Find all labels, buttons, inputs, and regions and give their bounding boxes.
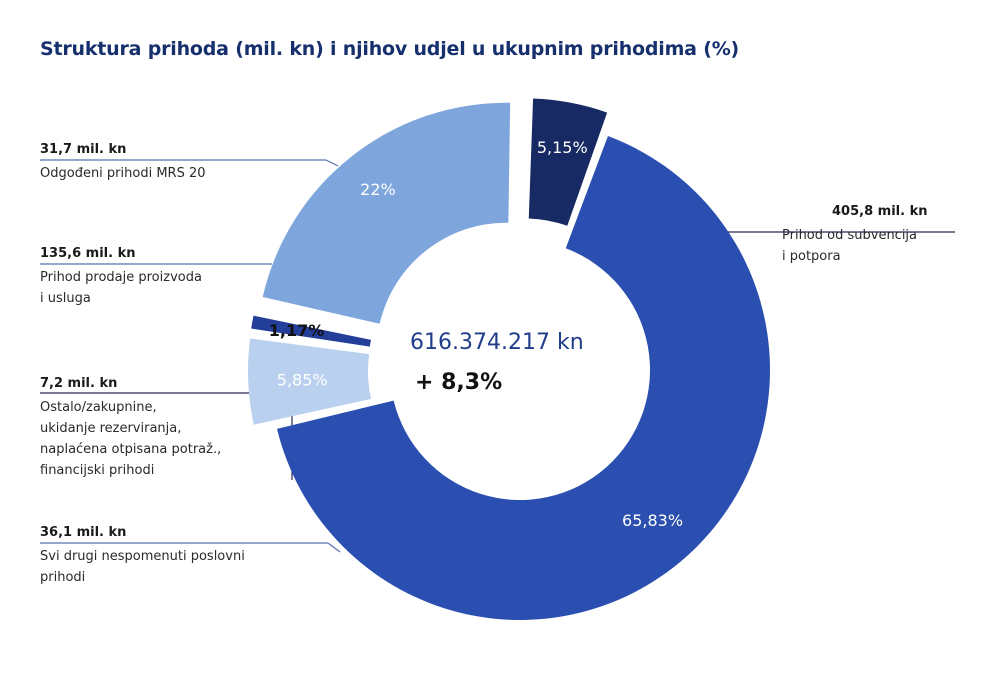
slice-label-0: 65,83%	[622, 511, 683, 530]
label-misc-value: 36,1 mil. kn	[40, 525, 127, 540]
label-deferred-desc: Odgođeni prihodi MRS 20	[40, 166, 206, 181]
label-subsidies: 405,8 mil. kn Prihod od subvencija i pot…	[782, 204, 927, 267]
label-sales: 135,6 mil. kn Prihod prodaje proizvoda i…	[40, 246, 202, 309]
slice-3	[262, 102, 511, 324]
slice-0	[277, 135, 770, 621]
connector-deferred-tick	[325, 159, 339, 167]
slice-label-1: 5,85%	[277, 370, 328, 389]
label-sales-desc: Prihod prodaje proizvoda i usluga	[40, 270, 202, 306]
slice-label-2: 1,17%	[269, 321, 325, 340]
label-misc: 36,1 mil. kn Svi drugi nespomenuti poslo…	[40, 525, 245, 588]
label-other-value: 7,2 mil. kn	[40, 376, 118, 391]
label-sales-value: 135,6 mil. kn	[40, 246, 136, 261]
label-misc-desc: Svi drugi nespomenuti poslovni prihodi	[40, 549, 245, 585]
center-change: + 8,3%	[415, 370, 503, 395]
center-total: 616.374.217 kn	[410, 330, 584, 355]
connector-misc-tick	[327, 542, 341, 553]
slice-label-3: 22%	[360, 180, 396, 199]
label-subsidies-desc: Prihod od subvencija i potpora	[782, 228, 918, 264]
slice-4	[528, 98, 608, 226]
label-deferred: 31,7 mil. kn Odgođeni prihodi MRS 20	[40, 142, 206, 184]
label-other-desc: Ostalo/zakupnine, ukidanje rezerviranja,…	[40, 400, 222, 478]
slice-2	[251, 315, 372, 347]
label-other: 7,2 mil. kn Ostalo/zakupnine, ukidanje r…	[40, 376, 221, 481]
label-subsidies-value: 405,8 mil. kn	[832, 204, 928, 219]
label-deferred-value: 31,7 mil. kn	[40, 142, 127, 157]
chart-title: Struktura prihoda (mil. kn) i njihov udj…	[40, 38, 740, 60]
slice-1	[248, 338, 372, 425]
slice-label-4: 5,15%	[537, 138, 588, 157]
